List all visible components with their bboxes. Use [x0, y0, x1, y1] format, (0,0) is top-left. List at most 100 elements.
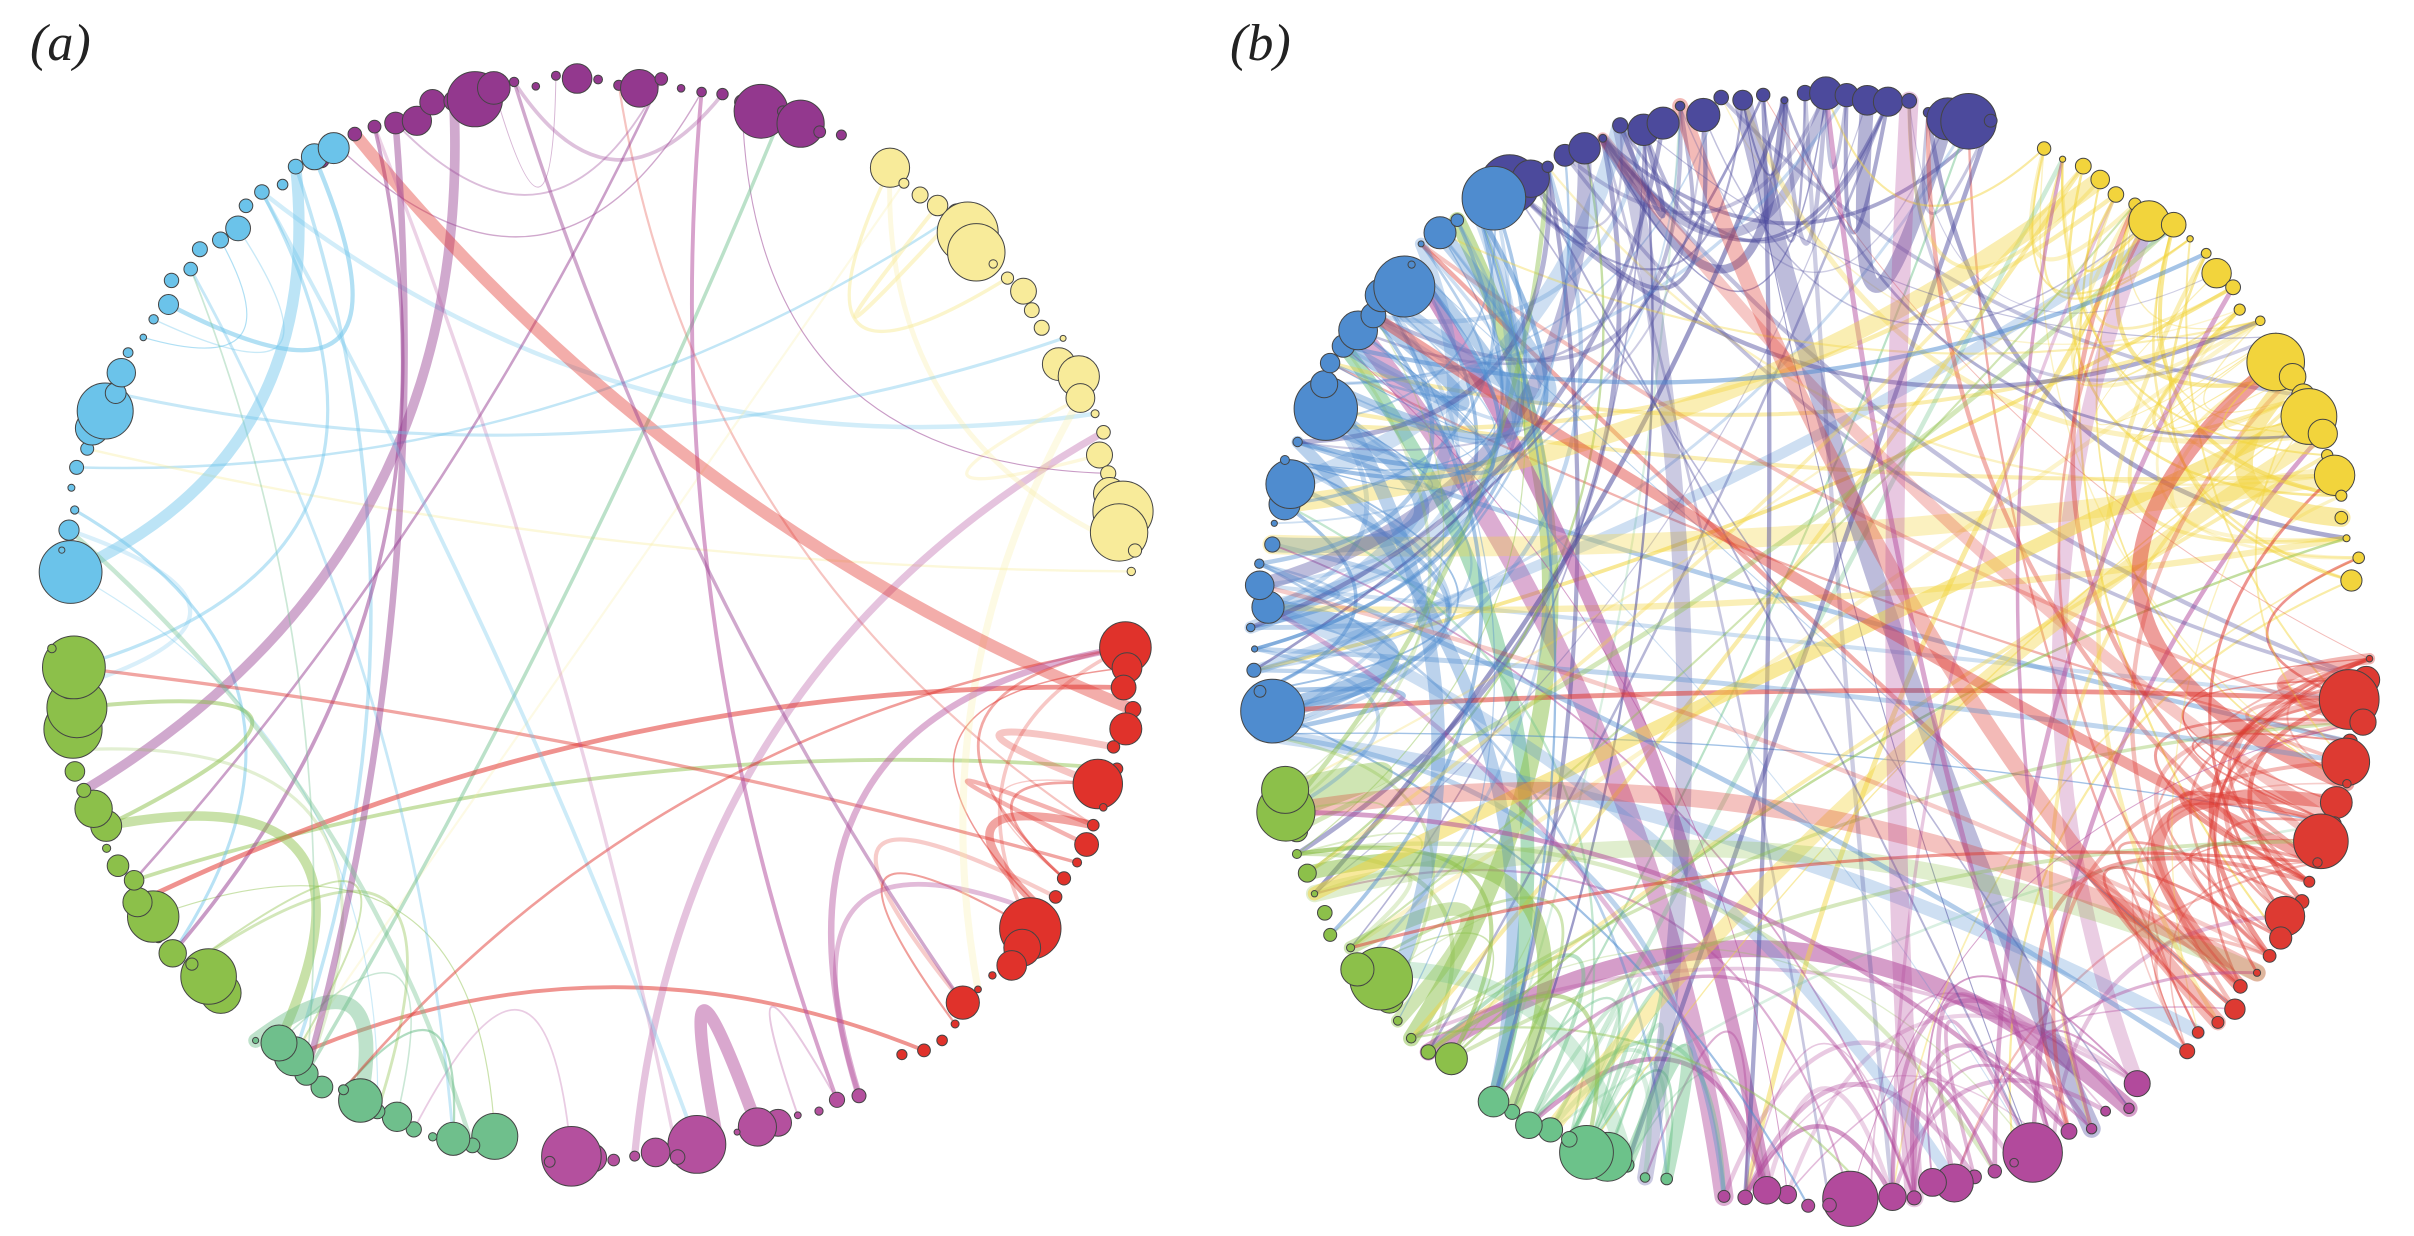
node — [2252, 968, 2262, 977]
node — [2036, 141, 2052, 156]
node — [2123, 1102, 2135, 1115]
node — [1270, 519, 1278, 527]
node — [2269, 926, 2293, 950]
node — [869, 147, 911, 188]
edge — [1295, 439, 2353, 744]
edge — [1296, 114, 1705, 452]
node — [1752, 1176, 1782, 1205]
edge — [493, 75, 557, 188]
edge — [1270, 481, 1451, 714]
node — [2342, 779, 2352, 789]
node — [477, 71, 511, 105]
edge — [1371, 127, 1646, 324]
edge — [342, 646, 1127, 1091]
node — [835, 129, 847, 141]
node — [2342, 534, 2351, 543]
node — [2179, 1043, 2196, 1060]
node — [2262, 949, 2277, 963]
node — [2334, 510, 2349, 525]
edge — [1258, 597, 1400, 721]
node — [1310, 370, 1339, 399]
edge — [1410, 947, 2034, 1154]
edge — [2223, 719, 2366, 919]
edge — [1548, 156, 2065, 1133]
edge — [73, 508, 248, 955]
edge — [1282, 262, 1502, 481]
node — [2060, 1123, 2078, 1140]
edge — [1719, 95, 2306, 398]
edge — [2088, 193, 2235, 330]
edge — [1258, 732, 2335, 825]
node — [828, 1091, 846, 1108]
edge — [1368, 310, 2323, 868]
edge — [1258, 502, 1358, 694]
edge — [2030, 431, 2326, 1155]
edge — [1264, 401, 1430, 554]
edge — [1450, 537, 2348, 1060]
node — [911, 186, 929, 204]
edge — [1265, 604, 1770, 1193]
edge — [1585, 1013, 1658, 1158]
edge — [1252, 93, 1765, 672]
node — [1568, 132, 1601, 165]
edge — [86, 447, 1133, 573]
node — [1086, 441, 1113, 469]
edge — [1672, 98, 2226, 1031]
edge — [2028, 146, 2138, 262]
edge — [1890, 1078, 2108, 1199]
node — [1245, 622, 1256, 633]
edge — [1952, 971, 2259, 1185]
node — [1065, 383, 1096, 413]
edge — [1702, 114, 2150, 326]
edge — [1743, 92, 1772, 1200]
edge — [694, 1004, 764, 1147]
node — [2312, 857, 2323, 868]
edge — [880, 872, 1032, 1026]
panel-label: (b) — [1230, 15, 1291, 72]
node — [1732, 89, 1754, 111]
edge — [1312, 98, 1787, 896]
edge — [292, 182, 905, 1058]
node — [1561, 1131, 1578, 1148]
node — [1639, 1172, 1651, 1183]
node — [669, 1149, 686, 1165]
edge — [342, 1028, 456, 1140]
node — [106, 854, 130, 878]
node — [813, 125, 827, 139]
edge — [1911, 1043, 2072, 1201]
node — [716, 87, 729, 101]
edge — [1273, 105, 1681, 525]
node — [531, 82, 541, 91]
node — [1310, 890, 1319, 898]
edge — [1256, 561, 2190, 1054]
node — [2293, 813, 2349, 870]
node — [1756, 87, 1771, 103]
node — [1801, 1198, 1816, 1213]
edge — [1341, 251, 2209, 385]
node — [419, 89, 446, 116]
edge — [1337, 309, 1470, 411]
edge — [1849, 721, 2364, 1200]
edge — [1926, 975, 2139, 1184]
edge — [952, 666, 1128, 918]
edge — [1438, 231, 2262, 355]
edge — [873, 837, 1058, 1005]
node — [2335, 489, 2348, 502]
node — [2303, 875, 2316, 888]
edge — [1323, 96, 1722, 385]
edge — [1526, 1056, 1770, 1193]
node — [1420, 1044, 1437, 1060]
edge — [2083, 193, 2151, 273]
node — [1087, 818, 1100, 832]
edge — [1585, 1068, 1674, 1181]
node — [212, 231, 229, 249]
node — [1059, 334, 1067, 342]
edge — [985, 811, 1098, 922]
edge — [965, 396, 1102, 481]
node — [1023, 302, 1040, 319]
edge — [1342, 345, 2034, 1154]
edge — [2072, 220, 2241, 387]
edge — [2035, 1029, 2139, 1148]
node — [1392, 1015, 1403, 1026]
